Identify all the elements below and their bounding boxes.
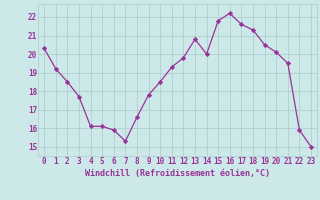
X-axis label: Windchill (Refroidissement éolien,°C): Windchill (Refroidissement éolien,°C) (85, 169, 270, 178)
